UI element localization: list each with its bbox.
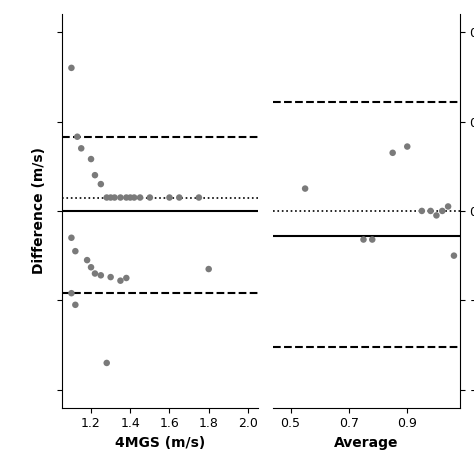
- Point: [103, 359, 110, 367]
- Point: [117, 194, 124, 201]
- Point: [403, 143, 411, 150]
- Point: [301, 185, 309, 192]
- Point: [68, 64, 75, 72]
- Point: [111, 194, 118, 201]
- Point: [97, 180, 105, 188]
- Point: [87, 264, 95, 271]
- Point: [360, 236, 367, 243]
- Point: [91, 270, 99, 277]
- Point: [127, 194, 134, 201]
- Point: [97, 272, 105, 279]
- Point: [123, 274, 130, 282]
- Point: [103, 194, 110, 201]
- Point: [389, 149, 396, 156]
- Point: [175, 194, 183, 201]
- Point: [68, 290, 75, 297]
- Point: [107, 273, 114, 281]
- Point: [83, 256, 91, 264]
- Point: [87, 155, 95, 163]
- Point: [444, 203, 452, 210]
- Point: [146, 194, 154, 201]
- Point: [195, 194, 203, 201]
- Point: [166, 194, 173, 201]
- Point: [438, 207, 446, 215]
- Point: [72, 247, 79, 255]
- Point: [368, 236, 376, 243]
- Point: [205, 265, 212, 273]
- Y-axis label: Difference (m/s): Difference (m/s): [32, 147, 46, 274]
- Point: [73, 133, 81, 140]
- X-axis label: 4MGS (m/s): 4MGS (m/s): [115, 436, 205, 450]
- Point: [68, 234, 75, 242]
- Point: [427, 207, 434, 215]
- Point: [107, 194, 114, 201]
- Point: [433, 211, 440, 219]
- Point: [123, 194, 130, 201]
- Point: [418, 207, 426, 215]
- Point: [91, 172, 99, 179]
- Point: [130, 194, 138, 201]
- Point: [136, 194, 144, 201]
- X-axis label: Average: Average: [334, 436, 399, 450]
- Point: [77, 145, 85, 152]
- Point: [117, 277, 124, 284]
- Point: [72, 301, 79, 309]
- Point: [450, 252, 458, 259]
